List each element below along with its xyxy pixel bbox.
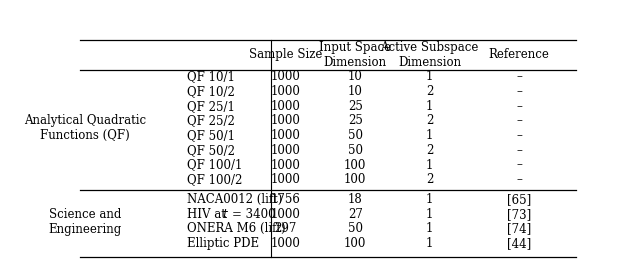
Text: Science and
Engineering: Science and Engineering <box>49 207 122 236</box>
Text: 1000: 1000 <box>271 129 301 142</box>
Text: 27: 27 <box>348 208 363 221</box>
Text: QF 10/2: QF 10/2 <box>187 85 234 98</box>
Text: –: – <box>516 129 522 142</box>
Text: Reference: Reference <box>488 48 549 61</box>
Text: 1000: 1000 <box>271 208 301 221</box>
Text: 1: 1 <box>426 70 433 83</box>
Text: Analytical Quadratic
Functions (QF): Analytical Quadratic Functions (QF) <box>24 114 146 142</box>
Text: –: – <box>516 144 522 157</box>
Text: –: – <box>516 158 522 171</box>
Text: –: – <box>516 100 522 113</box>
Text: HIV at: HIV at <box>187 208 229 221</box>
Text: 1000: 1000 <box>271 114 301 127</box>
Text: ONERA M6 (lift): ONERA M6 (lift) <box>187 222 285 235</box>
Text: 1000: 1000 <box>271 144 301 157</box>
Text: 1756: 1756 <box>271 193 301 206</box>
Text: 1000: 1000 <box>271 173 301 186</box>
Text: QF 50/1: QF 50/1 <box>187 129 235 142</box>
Text: –: – <box>516 70 522 83</box>
Text: –: – <box>516 85 522 98</box>
Text: Sample Size: Sample Size <box>249 48 323 61</box>
Text: 297: 297 <box>275 222 297 235</box>
Text: 1000: 1000 <box>271 237 301 250</box>
Text: 50: 50 <box>348 129 363 142</box>
Text: 2: 2 <box>426 144 433 157</box>
Text: 10: 10 <box>348 85 363 98</box>
Text: 1000: 1000 <box>271 85 301 98</box>
Text: 1: 1 <box>426 158 433 171</box>
Text: = 3400: = 3400 <box>232 208 276 221</box>
Text: 100: 100 <box>344 237 367 250</box>
Text: [74]: [74] <box>507 222 531 235</box>
Text: Elliptic PDE: Elliptic PDE <box>187 237 259 250</box>
Text: 1000: 1000 <box>271 70 301 83</box>
Text: QF 25/1: QF 25/1 <box>187 100 234 113</box>
Text: 100: 100 <box>344 173 367 186</box>
Text: Input Space
Dimension: Input Space Dimension <box>319 41 391 69</box>
Text: 10: 10 <box>348 70 363 83</box>
Text: NACA0012 (lift): NACA0012 (lift) <box>187 193 282 206</box>
Text: QF 100/1: QF 100/1 <box>187 158 242 171</box>
Text: 1: 1 <box>426 222 433 235</box>
Text: 2: 2 <box>426 173 433 186</box>
Text: [65]: [65] <box>507 193 531 206</box>
Text: 50: 50 <box>348 222 363 235</box>
Text: QF 25/2: QF 25/2 <box>187 114 234 127</box>
Text: 1: 1 <box>426 237 433 250</box>
Text: 1: 1 <box>426 208 433 221</box>
Text: 1: 1 <box>426 193 433 206</box>
Text: 1: 1 <box>426 129 433 142</box>
Text: QF 50/2: QF 50/2 <box>187 144 235 157</box>
Text: 25: 25 <box>348 100 363 113</box>
Text: QF 100/2: QF 100/2 <box>187 173 242 186</box>
Text: Active Subspace
Dimension: Active Subspace Dimension <box>381 41 479 69</box>
Text: QF 10/1: QF 10/1 <box>187 70 234 83</box>
Text: 100: 100 <box>344 158 367 171</box>
Text: –: – <box>516 173 522 186</box>
Text: [44]: [44] <box>507 237 531 250</box>
Text: [73]: [73] <box>507 208 531 221</box>
Text: –: – <box>516 114 522 127</box>
Text: 2: 2 <box>426 85 433 98</box>
Text: 2: 2 <box>426 114 433 127</box>
Text: 1000: 1000 <box>271 100 301 113</box>
Text: 18: 18 <box>348 193 363 206</box>
Text: 50: 50 <box>348 144 363 157</box>
Text: 1: 1 <box>426 100 433 113</box>
Text: $t$: $t$ <box>222 208 229 221</box>
Text: 25: 25 <box>348 114 363 127</box>
Text: 1000: 1000 <box>271 158 301 171</box>
